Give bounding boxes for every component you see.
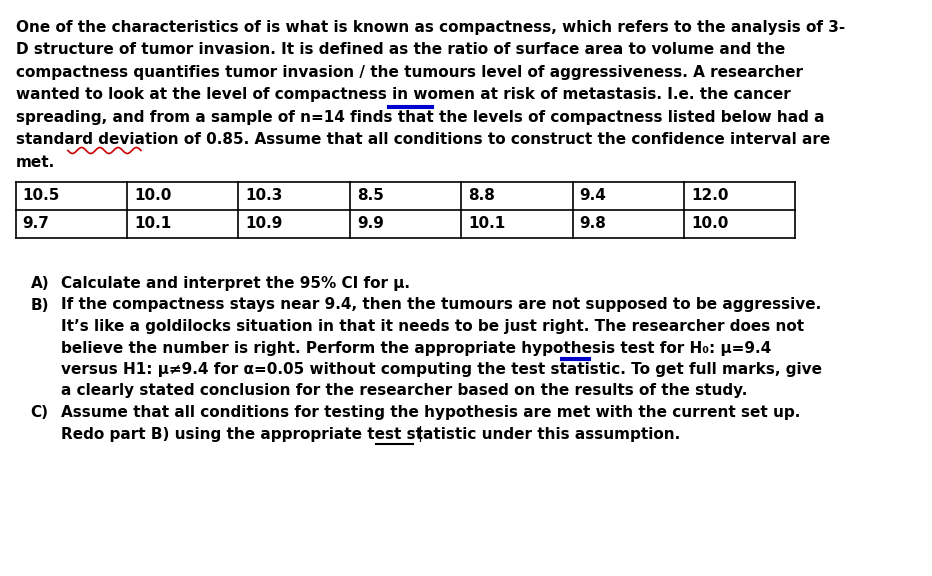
Text: 10.0: 10.0	[691, 217, 729, 232]
Text: Assume that all conditions for testing the hypothesis are met with the current s: Assume that all conditions for testing t…	[61, 405, 801, 420]
Text: B): B)	[31, 297, 49, 313]
Text: 10.3: 10.3	[245, 188, 282, 203]
Text: wanted to look at the level of compactness in women at risk of metastasis. I.e. : wanted to look at the level of compactne…	[16, 88, 790, 103]
Text: believe the number is right. Perform the appropriate hypothesis test for H₀: μ=9: believe the number is right. Perform the…	[61, 340, 771, 355]
Text: 9.9: 9.9	[357, 217, 384, 232]
Text: C): C)	[31, 405, 48, 420]
Text: 10.9: 10.9	[245, 217, 282, 232]
Text: A): A)	[31, 276, 49, 291]
Text: Redo part B) using the appropriate test statistic under this assumption.: Redo part B) using the appropriate test …	[61, 426, 680, 441]
Text: compactness quantifies tumor invasion / the tumours level of aggressiveness. A r: compactness quantifies tumor invasion / …	[16, 65, 802, 80]
Text: 10.0: 10.0	[134, 188, 171, 203]
Text: It’s like a goldilocks situation in that it needs to be just right. The research: It’s like a goldilocks situation in that…	[61, 319, 804, 334]
Text: 10.1: 10.1	[134, 217, 171, 232]
Text: 10.5: 10.5	[22, 188, 60, 203]
Text: 9.7: 9.7	[22, 217, 49, 232]
Text: spreading, and from a sample of n=14 finds that the levels of compactness listed: spreading, and from a sample of n=14 fin…	[16, 110, 824, 125]
Text: Calculate and interpret the 95% CI for μ.: Calculate and interpret the 95% CI for μ…	[61, 276, 410, 291]
Text: standard deviation of 0.85. Assume that all conditions to construct the confiden: standard deviation of 0.85. Assume that …	[16, 132, 829, 147]
Text: 9.8: 9.8	[580, 217, 607, 232]
Text: 12.0: 12.0	[691, 188, 729, 203]
Text: 8.5: 8.5	[357, 188, 384, 203]
Text: 10.1: 10.1	[468, 217, 505, 232]
Text: versus H1: μ≠9.4 for α=0.05 without computing the test statistic. To get full ma: versus H1: μ≠9.4 for α=0.05 without comp…	[61, 362, 822, 377]
Text: 9.4: 9.4	[580, 188, 607, 203]
Text: |: |	[417, 426, 422, 442]
Text: 8.8: 8.8	[468, 188, 495, 203]
Text: If the compactness stays near 9.4, then the tumours are not supposed to be aggre: If the compactness stays near 9.4, then …	[61, 297, 821, 313]
Text: One of the characteristics of is what is known as compactness, which refers to t: One of the characteristics of is what is…	[16, 20, 845, 35]
Text: D structure of tumor invasion. It is defined as the ratio of surface area to vol: D structure of tumor invasion. It is def…	[16, 43, 785, 58]
Text: a clearly stated conclusion for the researcher based on the results of the study: a clearly stated conclusion for the rese…	[61, 384, 747, 399]
Text: met.: met.	[16, 155, 55, 170]
